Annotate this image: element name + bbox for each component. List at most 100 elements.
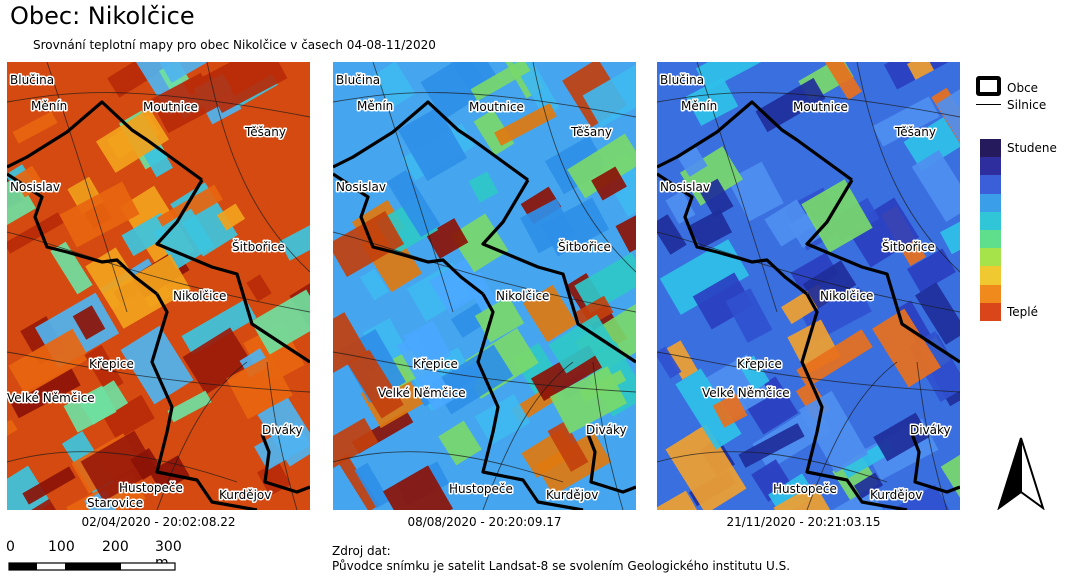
municipality-boundary bbox=[805, 179, 960, 364]
field-patch bbox=[815, 62, 862, 100]
field-patch bbox=[50, 241, 93, 295]
north-arrow-icon bbox=[995, 436, 1047, 514]
village-label-kurdejov: Kurdějov bbox=[870, 488, 922, 502]
scale-tick-200: 200 bbox=[102, 539, 129, 555]
temperature-color-ramp bbox=[980, 139, 1001, 321]
village-label-moutnice: Moutnice bbox=[143, 100, 198, 114]
map-date-november: 21/11/2020 - 20:21:03.15 bbox=[726, 515, 881, 529]
scale-bar-graphic bbox=[8, 562, 176, 571]
field-patch bbox=[12, 165, 45, 198]
field-patch bbox=[226, 354, 293, 420]
village-label-sitborice: Šitbořice bbox=[558, 239, 611, 254]
municipality-boundary bbox=[7, 172, 158, 296]
municipality-boundary bbox=[910, 433, 960, 494]
field-patch bbox=[7, 498, 61, 510]
village-label-hustopece: Hustopeče bbox=[773, 482, 837, 496]
road-line bbox=[916, 361, 948, 510]
road-line bbox=[657, 351, 960, 393]
field-patch bbox=[429, 258, 486, 314]
field-patch bbox=[911, 149, 960, 223]
field-patch bbox=[906, 248, 957, 293]
field-patches bbox=[333, 62, 636, 510]
field-patch bbox=[121, 212, 173, 257]
road-line bbox=[482, 361, 574, 510]
field-patch bbox=[72, 305, 106, 340]
ramp-step bbox=[980, 139, 1001, 158]
field-patch bbox=[802, 260, 857, 309]
map-date-august: 08/08/2020 - 20:20:09.17 bbox=[407, 515, 562, 529]
field-patch bbox=[150, 72, 219, 134]
field-patch bbox=[845, 197, 920, 268]
field-patch bbox=[872, 96, 940, 147]
road-line bbox=[532, 62, 636, 273]
field-patch bbox=[940, 208, 960, 255]
field-patch bbox=[853, 472, 884, 499]
scale-tick-100: 100 bbox=[48, 539, 75, 555]
village-label-menin: Měnín bbox=[357, 99, 393, 113]
thermal-map: Blučina Měnín Moutnice Těšany Nosislav Šitboř… bbox=[7, 62, 310, 510]
field-patch bbox=[688, 209, 733, 249]
field-patch bbox=[372, 62, 416, 108]
field-patch bbox=[896, 484, 954, 510]
road-line bbox=[657, 92, 960, 118]
field-patch bbox=[549, 366, 628, 434]
road-line bbox=[156, 361, 248, 510]
field-patch bbox=[712, 393, 748, 428]
ramp-step bbox=[980, 302, 1001, 321]
field-patch bbox=[333, 211, 405, 277]
field-patch bbox=[386, 169, 441, 238]
field-patch bbox=[216, 203, 246, 231]
field-patch bbox=[425, 218, 469, 259]
road-line bbox=[372, 62, 454, 313]
road-line bbox=[333, 92, 636, 118]
map-panel-august[interactable]: Blučina Měnín Moutnice Těšany Nosislav Šitboř… bbox=[333, 62, 636, 510]
village-label-nosislav: Nosislav bbox=[10, 180, 60, 194]
field-patch bbox=[659, 239, 750, 315]
municipality-boundary bbox=[481, 179, 636, 364]
field-patch bbox=[22, 466, 76, 505]
ramp-step bbox=[980, 193, 1001, 212]
field-patch bbox=[354, 462, 390, 509]
field-patch bbox=[505, 62, 560, 117]
road-line bbox=[592, 361, 624, 510]
field-patch bbox=[657, 346, 682, 379]
field-patch bbox=[738, 355, 770, 391]
field-patch bbox=[830, 488, 890, 510]
map-panel-april[interactable]: Blučina Měnín Moutnice Těšany Nosislav Šitboř… bbox=[7, 62, 310, 510]
ramp-step bbox=[980, 175, 1001, 194]
village-label-kurdejov: Kurdějov bbox=[219, 488, 271, 502]
field-patch bbox=[574, 295, 614, 330]
municipality-boundary bbox=[800, 293, 908, 510]
field-patch bbox=[333, 417, 379, 471]
field-patch bbox=[801, 179, 873, 253]
road-line bbox=[7, 451, 238, 483]
municipality-boundary bbox=[586, 433, 636, 494]
field-patch bbox=[438, 420, 482, 466]
map-panel-november[interactable]: Blučina Měnín Moutnice Těšany Nosislav Šitboř… bbox=[657, 62, 960, 510]
village-label-nosislav: Nosislav bbox=[336, 180, 386, 194]
field-patch bbox=[7, 212, 64, 254]
field-patch bbox=[80, 430, 158, 502]
field-patch bbox=[397, 106, 468, 182]
field-patch bbox=[8, 328, 90, 396]
field-patch bbox=[468, 171, 499, 203]
field-patch bbox=[657, 214, 687, 255]
source-text: Původce snímku je satelit Landsat-8 se s… bbox=[332, 559, 791, 573]
legend-silnice-symbol bbox=[976, 104, 1001, 105]
field-patch bbox=[153, 208, 215, 270]
road-line bbox=[7, 351, 310, 393]
field-patch bbox=[665, 424, 747, 510]
village-label-tesany: Těšany bbox=[894, 125, 936, 139]
field-patch bbox=[657, 490, 704, 510]
village-label-sitborice: Šitbořice bbox=[882, 239, 935, 254]
field-patch bbox=[474, 393, 531, 446]
field-patch bbox=[9, 367, 81, 419]
municipality-boundary bbox=[7, 100, 203, 182]
legend-silnice-label: Silnice bbox=[1007, 98, 1047, 112]
village-label-velke_nemcice: Velké Němčice bbox=[702, 386, 790, 400]
field-patch bbox=[698, 178, 734, 218]
field-patch bbox=[7, 465, 52, 510]
field-patch bbox=[202, 62, 288, 113]
village-label-hustopece: Hustopeče bbox=[119, 481, 183, 495]
municipality-boundary bbox=[333, 100, 529, 182]
